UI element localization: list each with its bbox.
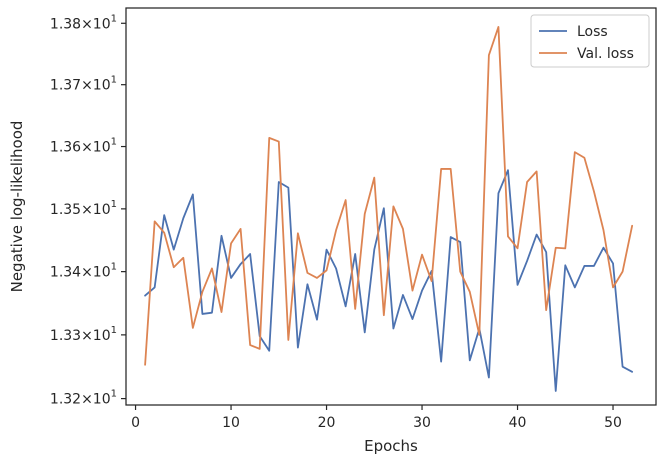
x-axis-label: Epochs (364, 437, 418, 455)
x-tick-label: 20 (318, 415, 336, 431)
x-tick-label: 0 (131, 415, 140, 431)
series-line-1 (144, 169, 634, 392)
y-tick-label: 1.38×101 (50, 13, 117, 32)
y-tick-label: 1.36×101 (50, 137, 117, 156)
y-tick-label: 1.35×101 (50, 199, 117, 218)
x-tick-label: 40 (509, 415, 527, 431)
legend: Loss Val. loss (530, 14, 650, 68)
y-axis-ticks: 1.32×101 1.33×101 1.34×101 1.35×101 1.36×101… (50, 13, 126, 408)
x-tick-label: 50 (604, 415, 622, 431)
x-tick-label: 10 (222, 415, 240, 431)
series-lines (144, 26, 634, 392)
y-tick-label: 1.37×101 (50, 75, 117, 94)
y-tick-label: 1.32×101 (50, 389, 117, 408)
x-tick-label: 30 (413, 415, 431, 431)
y-axis-label: Negative log-likelihood (8, 121, 26, 293)
y-tick-label: 1.33×101 (50, 325, 117, 344)
legend-label: Loss (577, 24, 608, 40)
series-line-2 (144, 26, 634, 366)
x-axis-ticks: 0 10 20 30 40 50 (131, 405, 622, 431)
axes-frame (125, 7, 657, 406)
legend-label: Val. loss (577, 46, 634, 62)
legend-box (530, 14, 650, 68)
y-tick-label: 1.34×101 (50, 262, 117, 281)
